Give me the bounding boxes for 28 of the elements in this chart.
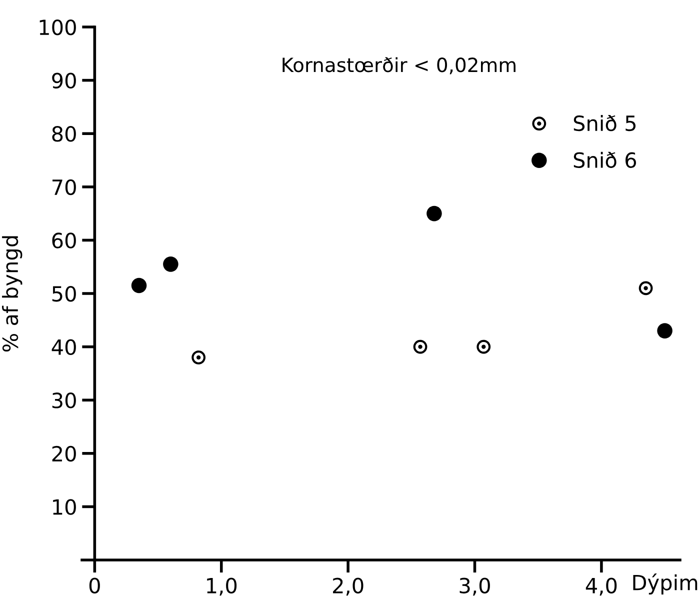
- point: [476, 340, 491, 354]
- x-tick-label: 1,0: [207, 578, 237, 596]
- y-tick-label: 70: [52, 179, 76, 196]
- legend-label: Snið 6: [574, 152, 636, 168]
- point: [413, 340, 428, 354]
- y-tick-label: 100: [40, 19, 76, 36]
- y-tick-label: 80: [52, 126, 76, 142]
- x-tick-label: 3,0: [460, 578, 490, 596]
- point: [638, 281, 653, 296]
- y-tick-label: 60: [52, 232, 76, 248]
- y-axis-title: % af byngd: [2, 236, 22, 352]
- x-tick-label: 2,0: [333, 578, 364, 596]
- y-tick-label: 90: [52, 72, 76, 89]
- point: [131, 278, 147, 294]
- legend-label: Snið 5: [574, 115, 636, 132]
- y-tick-label: 50: [52, 286, 76, 302]
- point: [657, 323, 672, 338]
- text: Kornastœrðir < 0,02mm: [282, 57, 516, 74]
- y-tick-label: 10: [53, 499, 76, 515]
- x-axis-title: Dýpim: [633, 573, 698, 594]
- point: [192, 350, 206, 364]
- y-tick-label: 40: [52, 339, 76, 356]
- x-tick-label: 0: [89, 578, 100, 594]
- y-tick-label: 20: [52, 446, 76, 462]
- x-tick-label: 4,0: [586, 578, 617, 596]
- y-tick-label: 30: [52, 392, 76, 408]
- point: [163, 256, 178, 272]
- point: [426, 206, 442, 222]
